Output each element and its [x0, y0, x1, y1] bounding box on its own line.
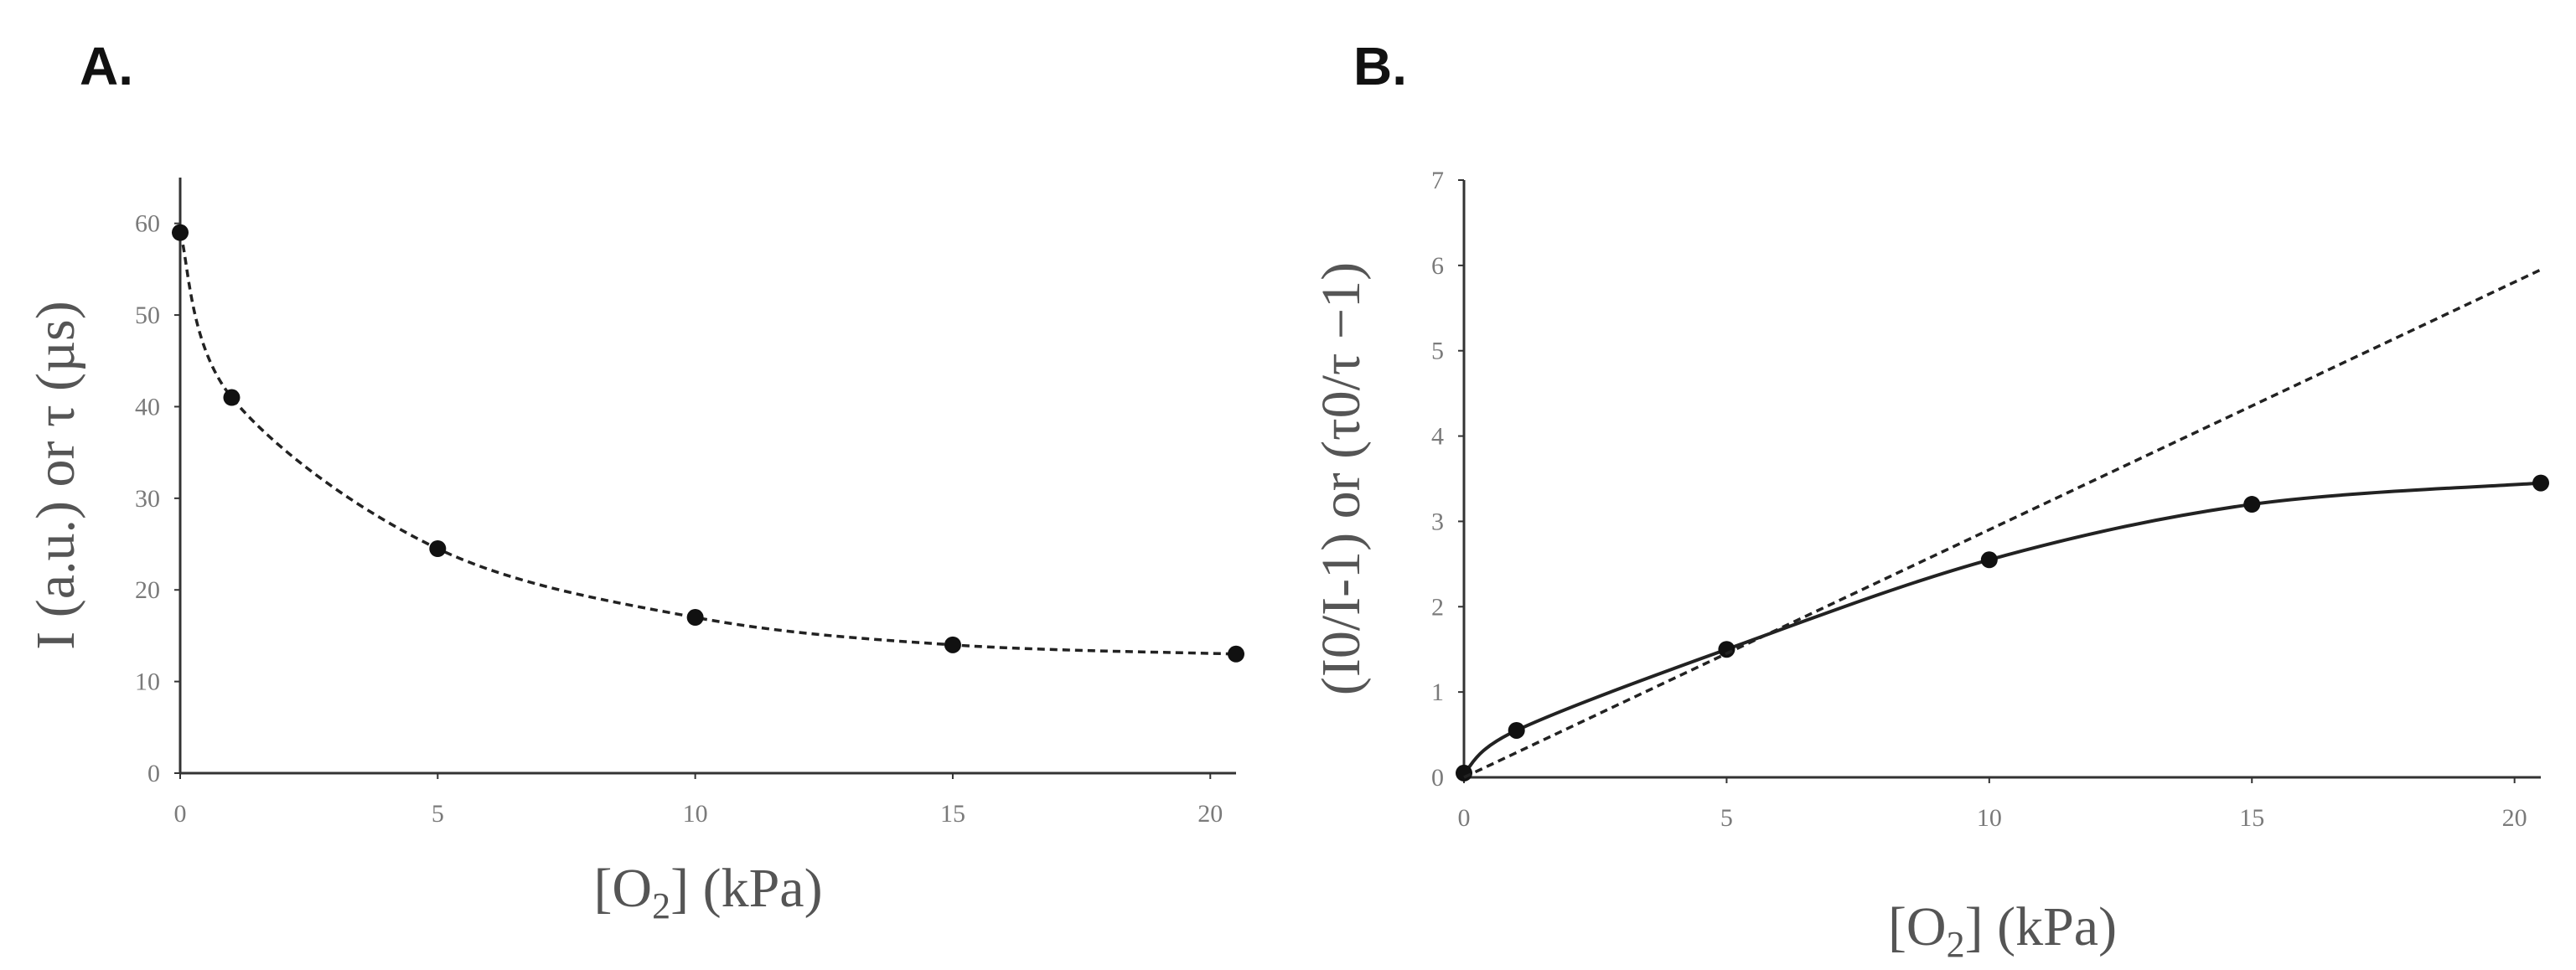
panel-a-series-0-point: [429, 540, 447, 558]
panel-a-series-0-point: [686, 609, 704, 627]
panel-b-x-tick-label: 10: [1977, 804, 2002, 832]
panel-b-series-0-point: [2532, 474, 2549, 492]
panel-b-x-axis-title-main: [O: [1888, 896, 1947, 957]
panel-label-a: A.: [80, 36, 133, 96]
panel-a-series-0-point: [223, 389, 241, 406]
panel-a-y-tick-label: 60: [135, 210, 160, 238]
panel-b-series-0-point: [2243, 496, 2261, 513]
panel-b-series-0-point: [1718, 641, 1735, 658]
panel-a-x-tick-label: 10: [683, 800, 708, 828]
panel-b-y-tick-label: 4: [1431, 423, 1444, 451]
panel-a-series-0-point: [1228, 645, 1244, 663]
panel-a-x-axis-title-main: [O: [593, 858, 652, 919]
panel-b-y-axis-title: (I0/I-1) or (τ0/τ −1): [1311, 262, 1372, 695]
panel-b-x-tick-label: 15: [2239, 804, 2264, 832]
panel-b-y-tick-label: 7: [1431, 167, 1444, 194]
panel-label-b: B.: [1353, 36, 1407, 96]
panel-b-y-tick-label: 5: [1431, 338, 1444, 365]
panel-b-series-0-point: [1508, 721, 1525, 739]
panel-b-y-tick-label: 3: [1431, 508, 1444, 535]
panel-a-y-axis-title: I (a.u.) or τ (µs): [25, 301, 86, 649]
panel-a-series-0-line: [178, 232, 1237, 656]
panel-b-series-0-line: [1462, 481, 2542, 775]
panel-b-series-1-line: [1463, 268, 2542, 779]
panel-b-x-tick-label: 5: [1720, 804, 1733, 832]
panel-a-y-tick-label: 50: [135, 302, 160, 329]
panel-b-y-tick-label: 1: [1431, 678, 1444, 706]
panel-b-y-tick-label: 0: [1431, 764, 1444, 792]
panel-a-x-tick-label: 15: [940, 800, 965, 828]
panel-b-y-tick-label: 6: [1431, 252, 1444, 280]
panel-a-x-tick-label: 5: [432, 800, 444, 828]
panel-a-x-tick-label: 20: [1197, 800, 1223, 828]
panel-a-x-axis-title-rest: ] (kPa): [670, 858, 822, 919]
panel-b-x-axis-title: [O2] (kPa): [1888, 896, 2117, 965]
panel-b-y-tick-label: 2: [1431, 593, 1444, 621]
panel-a-series-0-point: [944, 636, 961, 653]
panel-b-series-0-point: [1456, 764, 1472, 782]
panel-a-y-tick-label: 30: [135, 485, 160, 513]
panel-b-x-axis-title-sub: 2: [1947, 924, 1965, 965]
panel-b-x-axis-title-rest: ] (kPa): [1965, 896, 2117, 957]
panel-a-x-axis-title: [O2] (kPa): [593, 858, 822, 926]
panel-a-series-0-point: [172, 224, 189, 241]
panel-b-x-tick-label: 0: [1458, 804, 1471, 832]
panel-b-x-tick-label: 20: [2502, 804, 2527, 832]
panel-a-x-tick-label: 0: [174, 800, 187, 828]
panel-a-x-axis-title-sub: 2: [652, 885, 670, 926]
panel-a-y-tick-label: 20: [135, 576, 160, 604]
panel-b-series-0-point: [1980, 551, 1998, 569]
panel-a-y-tick-label: 40: [135, 393, 160, 421]
panel-a-y-tick-label: 10: [135, 668, 160, 696]
chart-panel-a: 0 5 10 15 20 0 10 20 30 40 50 60 [O2] (kPa) I (a.u.) …: [25, 178, 1244, 926]
panel-a-y-tick-label: 0: [147, 760, 160, 787]
